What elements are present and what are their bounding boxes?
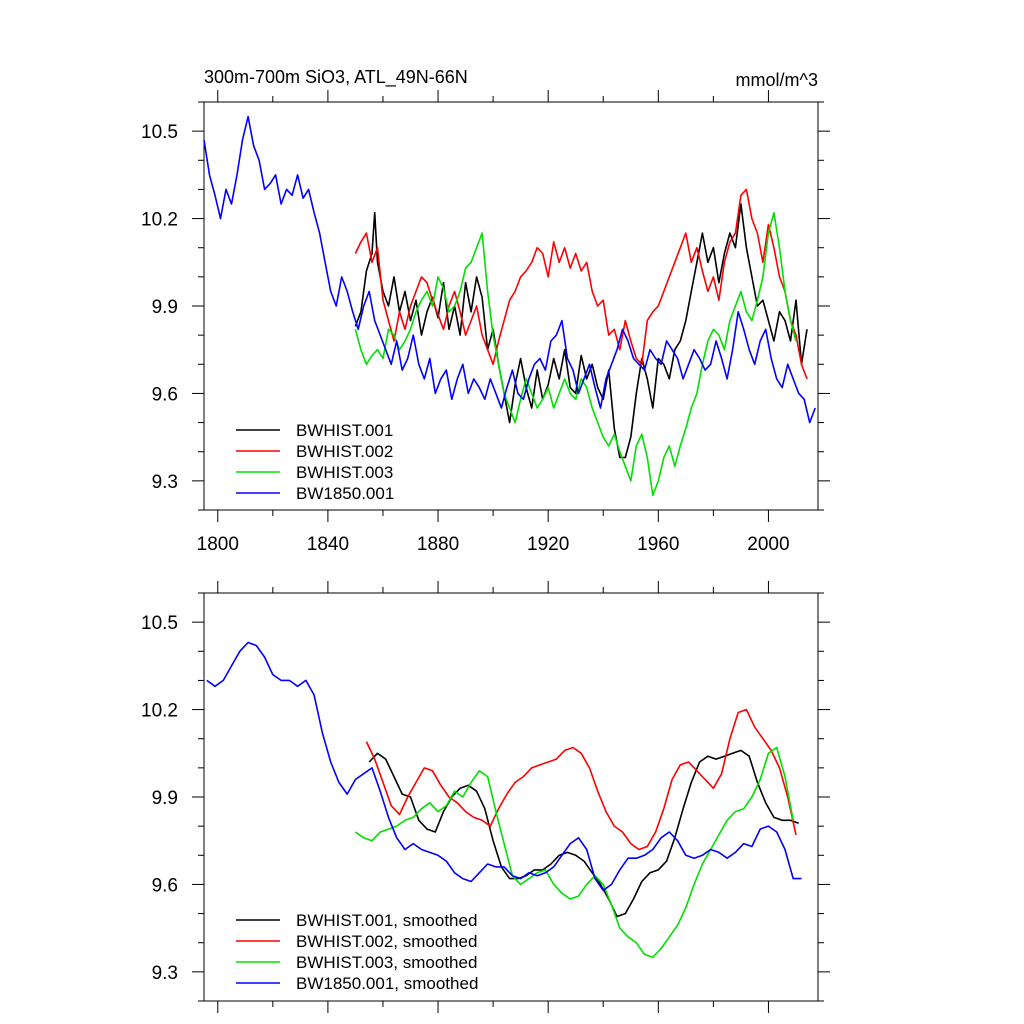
series-line-3 xyxy=(354,746,794,959)
y-tick-label: 9.3 xyxy=(152,963,178,984)
series-line-1 xyxy=(368,749,799,918)
x-tick-label: 1800 xyxy=(197,534,239,555)
series-line-2 xyxy=(354,188,808,380)
legend-label: BWHIST.003, smoothed xyxy=(296,953,477,972)
x-tick-label: 1840 xyxy=(307,534,349,555)
y-tick-label: 10.5 xyxy=(141,122,178,143)
x-tick-label: 2000 xyxy=(747,534,789,555)
x-tick-label: 1960 xyxy=(637,534,679,555)
y-tick-label: 9.3 xyxy=(152,472,178,493)
legend-label: BWHIST.002 xyxy=(296,442,393,461)
x-tick-label: 1880 xyxy=(417,534,459,555)
x-tick-label: 1920 xyxy=(527,534,569,555)
legend-label: BWHIST.001, smoothed xyxy=(296,911,477,930)
series-line-4 xyxy=(203,115,816,424)
y-tick-label: 9.6 xyxy=(152,384,178,405)
series-line-3 xyxy=(354,211,797,497)
panel-units: mmol/m^3 xyxy=(736,70,818,90)
panel-title: 300m-700m SiO3, ATL_49N-66N xyxy=(204,67,468,88)
legend-label: BW1850.001, smoothed xyxy=(296,974,478,993)
y-tick-label: 10.5 xyxy=(141,613,178,634)
y-tick-label: 9.9 xyxy=(152,788,178,809)
bottom-panel: 9.3 9.6 9.9 10.2 10.5 BWHIST.001, smoothed BWH… xyxy=(141,581,830,1013)
y-tick-label: 10.2 xyxy=(141,701,178,722)
legend-label: BWHIST.001 xyxy=(296,421,393,440)
legend-label: BWHIST.003 xyxy=(296,463,393,482)
y-tick-label: 9.9 xyxy=(152,297,178,318)
series-line-4 xyxy=(206,641,802,892)
y-tick-label: 10.2 xyxy=(141,210,178,231)
series-line-1 xyxy=(354,203,808,459)
top-panel: 300m-700m SiO3, ATL_49N-66N mmol/m^3 180… xyxy=(141,67,830,555)
series-line-2 xyxy=(365,708,797,851)
legend-label: BWHIST.002, smoothed xyxy=(296,932,477,951)
legend-label: BW1850.001 xyxy=(296,484,394,503)
y-tick-label: 9.6 xyxy=(152,875,178,896)
